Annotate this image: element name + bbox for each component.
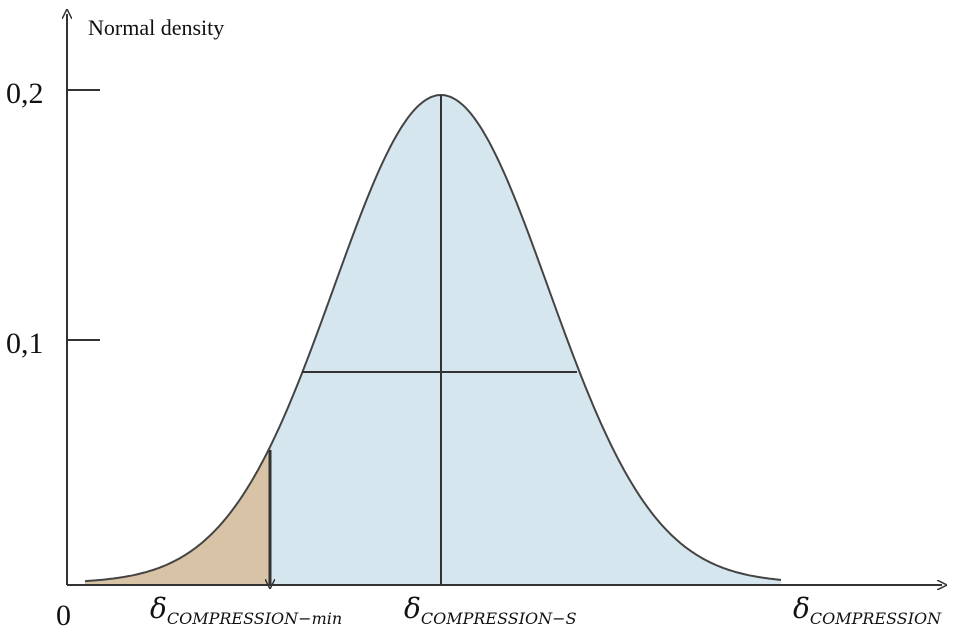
x-label-s: δCOMPRESSION−S <box>404 592 577 628</box>
symbol: δ <box>793 592 810 625</box>
x-label-axis: δCOMPRESSION <box>793 592 942 628</box>
y-tick-label: 0,1 <box>6 327 44 360</box>
subscript: COMPRESSION−S <box>421 609 577 628</box>
symbol: δ <box>404 592 421 625</box>
subscript: COMPRESSION <box>810 609 942 628</box>
subscript: COMPRESSION−min <box>167 609 342 628</box>
y-tick-label: 0,2 <box>6 77 44 110</box>
tail-area <box>85 444 271 585</box>
x-label-min: δCOMPRESSION−min <box>150 592 342 628</box>
symbol: δ <box>150 592 167 625</box>
y-axis-label: Normal density <box>88 15 224 40</box>
distribution-area <box>85 95 781 585</box>
origin-label: 0 <box>56 599 71 630</box>
density-curve <box>84 93 782 583</box>
